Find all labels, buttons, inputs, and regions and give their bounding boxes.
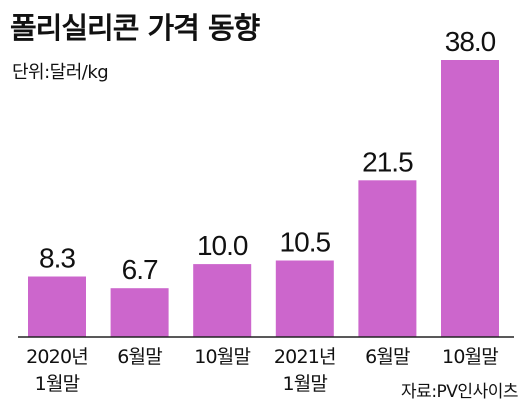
bars-layer (28, 60, 499, 337)
chart-title: 폴리실리콘 가격 동향 (10, 11, 260, 45)
bar-6 (441, 60, 499, 337)
unit-label: 단위:달러/kg (12, 62, 109, 83)
bar-value-label-4: 10.5 (280, 227, 331, 258)
category-label-2-line-1: 6월말 (117, 346, 162, 368)
category-labels-layer: 2020년 1월말 6월말 10월말 2021년 1월말 6월말 10월말 (26, 346, 499, 395)
category-label-5-line-1: 6월말 (365, 346, 410, 368)
category-label-4-line-1: 2021년 (274, 346, 336, 368)
bar-value-label-6: 38.0 (445, 26, 496, 57)
bar-1 (28, 276, 86, 337)
category-label-4-line-2: 1월말 (282, 373, 327, 395)
category-label-6-line-1: 10월말 (442, 346, 498, 368)
bar-5 (358, 180, 417, 337)
bar-value-label-3: 10.0 (197, 230, 248, 261)
bar-2 (110, 288, 169, 337)
bar-value-label-5: 21.5 (362, 146, 413, 177)
bar-value-label-2: 6.7 (122, 254, 158, 285)
category-label-1-line-1: 2020년 (26, 346, 88, 368)
bar-4 (275, 260, 334, 337)
category-label-1-line-2: 1월말 (35, 373, 80, 395)
bar-3 (193, 264, 252, 337)
bar-value-label-1: 8.3 (39, 243, 75, 274)
category-label-3-line-1: 10월말 (194, 346, 250, 368)
source-note: 자료:PV인사이츠 (401, 382, 518, 402)
value-labels-layer: 8.3 6.7 10.0 10.5 21.5 38.0 (39, 26, 497, 285)
